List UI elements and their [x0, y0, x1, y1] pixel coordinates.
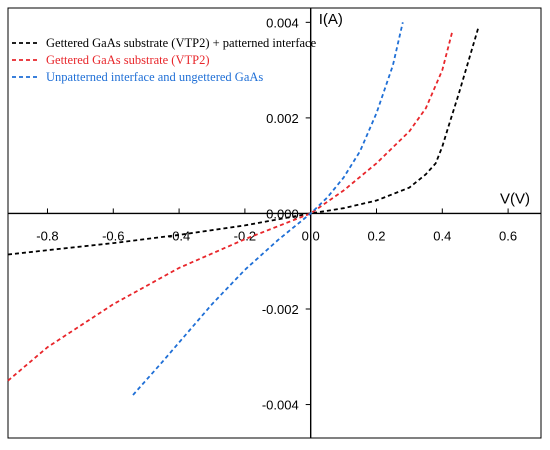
- legend: Gettered GaAs substrate (VTP2) + pattern…: [12, 36, 317, 84]
- y-tick-label: -0.002: [262, 302, 299, 317]
- x-tick-label: -0.8: [36, 228, 58, 243]
- series-layer: [7, 22, 480, 396]
- legend-label-3: Unpatterned interface and ungettered GaA…: [46, 70, 263, 84]
- x-tick-label: -0.4: [168, 228, 190, 243]
- x-tick-label: 0.4: [433, 228, 451, 243]
- series-line-3: [132, 22, 404, 396]
- x-tick-label: 0.6: [499, 228, 517, 243]
- series-line-2: [7, 31, 454, 382]
- y-axis-title: I(A): [319, 11, 343, 28]
- series-line-1: [7, 26, 480, 256]
- x-tick-label: 0.0: [302, 228, 320, 243]
- x-tick-label: -0.6: [102, 228, 124, 243]
- y-tick-label: 0.000: [266, 206, 299, 221]
- axes: -0.8 -0.6 -0.4 -0.2 0.0 0.2 0.4 0.6 -0.004 -0.002…: [8, 8, 541, 438]
- legend-label-1: Gettered GaAs substrate (VTP2) + pattern…: [46, 36, 317, 50]
- legend-label-2: Gettered GaAs substrate (VTP2): [46, 53, 210, 67]
- x-tick-label: -0.2: [234, 228, 256, 243]
- y-tick-label: -0.004: [262, 398, 299, 413]
- plot-frame: [7, 7, 542, 439]
- y-tick-label: 0.004: [266, 15, 299, 30]
- y-tick-label: 0.002: [266, 111, 299, 126]
- x-tick-label: 0.2: [367, 228, 385, 243]
- x-axis-title: V(V): [500, 190, 530, 207]
